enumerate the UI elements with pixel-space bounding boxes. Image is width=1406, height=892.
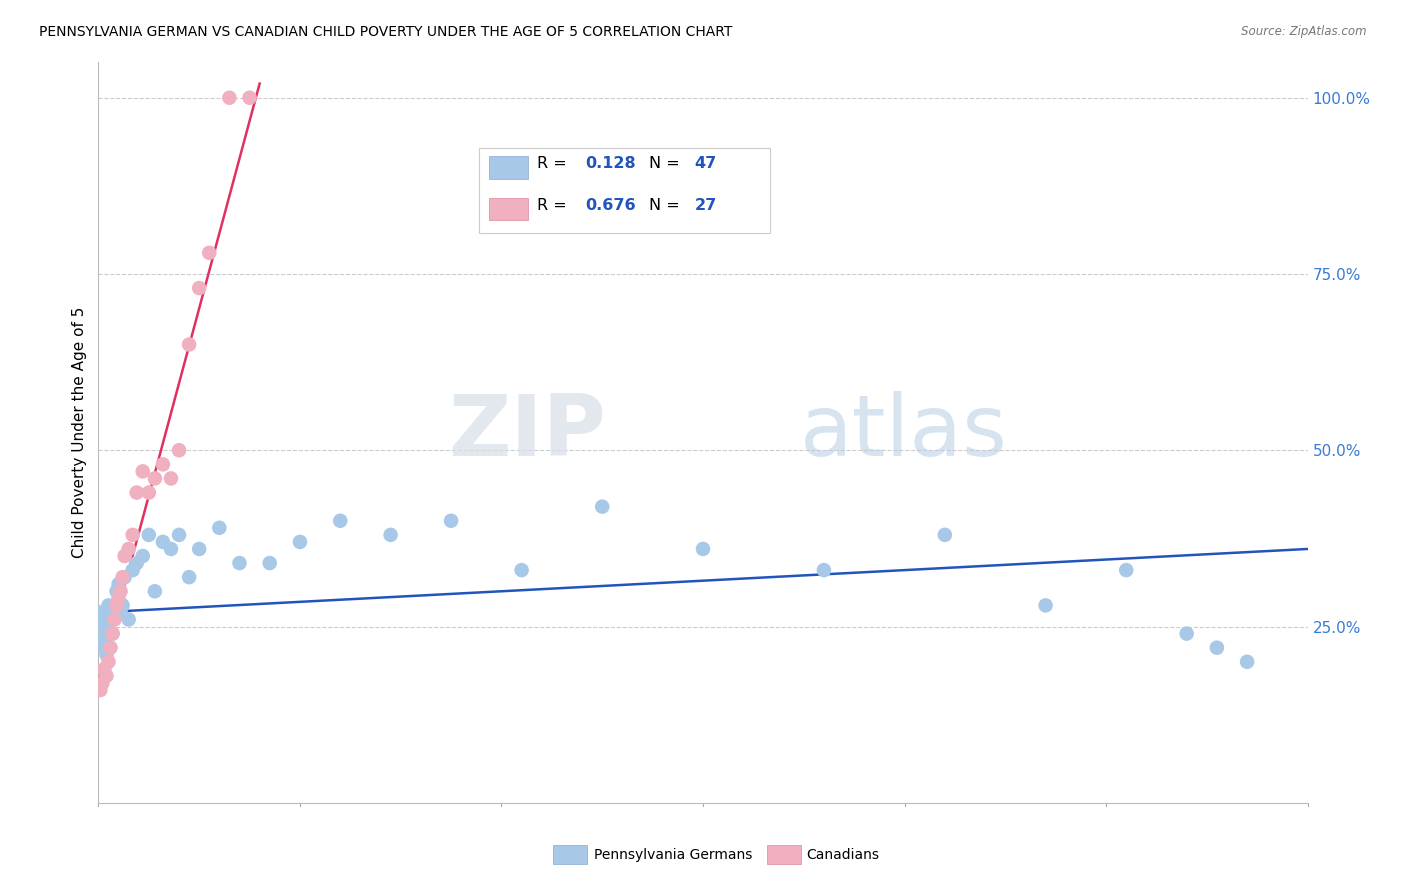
Point [114,570,136,584]
Text: ZIP: ZIP [449,391,606,475]
Point [103,606,125,620]
Point [152,535,174,549]
FancyBboxPatch shape [768,845,801,864]
Point [143,471,166,485]
Point [101,626,124,640]
Point [89,683,111,698]
Point [692,541,714,556]
Point [591,500,613,514]
Point [138,528,160,542]
Point [125,556,148,570]
Y-axis label: Child Poverty Under the Age of 5: Child Poverty Under the Age of 5 [72,307,87,558]
Point [97,655,120,669]
FancyBboxPatch shape [479,147,769,233]
Point [118,541,141,556]
Text: Source: ZipAtlas.com: Source: ZipAtlas.com [1241,25,1367,38]
Point [101,612,124,626]
Point [114,549,136,563]
Point [89,606,111,620]
Point [121,528,143,542]
Point [259,556,281,570]
Point [143,584,166,599]
Point [100,612,122,626]
Point [91,612,114,626]
Point [132,549,155,563]
Point [125,485,148,500]
Point [91,633,114,648]
Point [103,612,125,626]
Point [510,563,533,577]
Point [188,541,211,556]
Point [188,281,211,295]
Point [1175,626,1198,640]
FancyBboxPatch shape [489,156,527,178]
Point [160,471,183,485]
Point [813,563,835,577]
Point [97,612,120,626]
Point [110,584,132,599]
Point [93,640,115,655]
Point [380,528,402,542]
Point [167,528,190,542]
Point [101,626,124,640]
Point [105,599,128,613]
Point [100,606,122,620]
Text: R =: R = [537,198,572,213]
Point [107,591,129,606]
Point [208,521,231,535]
Text: N =: N = [648,156,685,171]
Text: N =: N = [648,198,685,213]
Point [228,556,250,570]
Point [152,458,174,472]
Text: 0.676: 0.676 [586,198,637,213]
Point [1236,655,1258,669]
Text: 47: 47 [695,156,717,171]
Point [132,464,155,478]
Point [96,669,118,683]
Point [121,563,143,577]
Point [105,584,128,599]
Point [96,648,118,662]
Point [160,541,183,556]
Point [440,514,463,528]
Point [179,337,201,351]
Point [934,528,956,542]
Text: atlas: atlas [800,391,1008,475]
Text: 27: 27 [695,198,717,213]
Text: PENNSYLVANIA GERMAN VS CANADIAN CHILD POVERTY UNDER THE AGE OF 5 CORRELATION CHA: PENNSYLVANIA GERMAN VS CANADIAN CHILD PO… [39,25,733,39]
FancyBboxPatch shape [553,845,586,864]
Point [93,619,115,633]
Text: 0.128: 0.128 [586,156,637,171]
Point [1206,640,1229,655]
Text: Canadians: Canadians [806,847,879,862]
Point [110,606,132,620]
Point [96,626,118,640]
Point [111,570,134,584]
Point [1115,563,1137,577]
Point [107,577,129,591]
Point [239,91,262,105]
Point [1035,599,1057,613]
Point [218,91,240,105]
Point [118,612,141,626]
Point [100,640,122,655]
Text: Pennsylvania Germans: Pennsylvania Germans [595,847,752,862]
Point [179,570,201,584]
Point [97,599,120,613]
Point [198,245,221,260]
Point [167,443,190,458]
Point [288,535,311,549]
Point [111,599,134,613]
Point [138,485,160,500]
Point [93,662,115,676]
Point [329,514,352,528]
FancyBboxPatch shape [489,198,527,220]
Point [91,676,114,690]
Text: R =: R = [537,156,572,171]
